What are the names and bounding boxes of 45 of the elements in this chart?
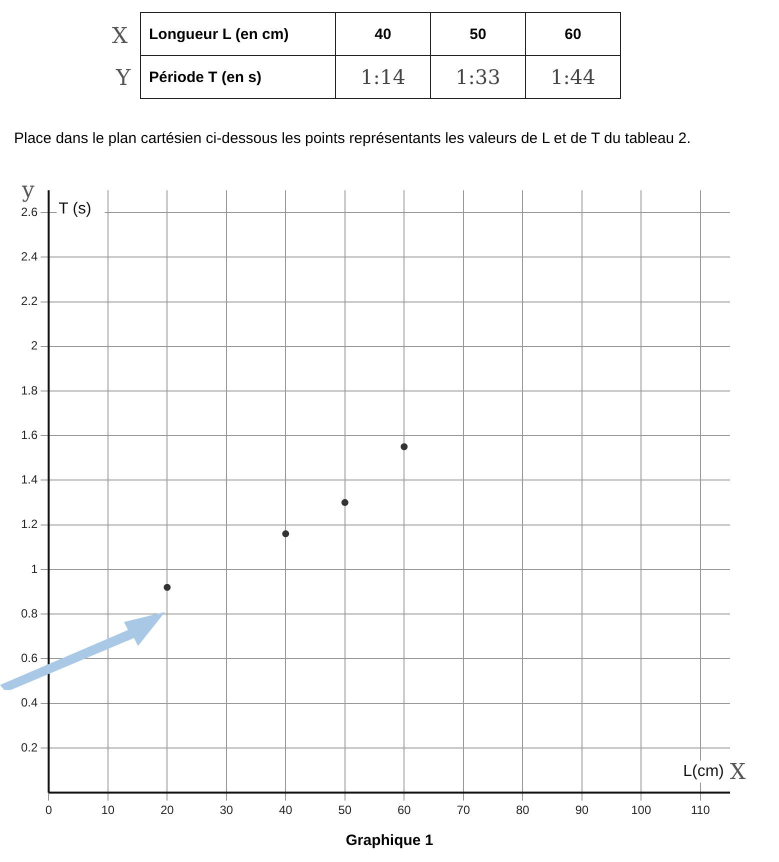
point [282,530,290,538]
text: X [112,24,128,49]
text: Graphique 1 [344,832,434,849]
text: 1:14 [336,56,430,98]
x-tick-label: 90 [575,803,589,818]
x-tick-label: 50 [338,803,352,818]
y-tick-label: 2.4 [20,249,38,264]
text: y [22,178,34,203]
text: 50 [430,12,526,56]
x-tick-label: 110 [690,803,710,818]
y-tick-label: 2.2 [20,294,38,308]
text: Place dans le plan cartésien ci-dessous les points représentants les valeurs de L et de T du tableau 2. [14,129,692,149]
text: 1:33 [430,56,526,98]
annotation: X [730,760,746,785]
y-tick-label: 1.8 [20,383,38,398]
y-tick-label: 2.6 [20,204,38,219]
y-tick-label: 1.6 [20,428,38,442]
x-tick-label: 10 [101,803,115,818]
text: Période T (en s) [140,56,336,98]
x-axis-title: L(cm) [683,763,724,780]
text: 1:44 [526,56,620,98]
x-tick-label: 70 [456,803,470,818]
x-tick-label: 60 [397,803,412,818]
y-tick-label: 0.6 [20,651,38,666]
x-tick-label: 0 [45,803,52,818]
y-tick-label: 2 [30,338,38,353]
y-tick-label: 0.2 [20,740,38,754]
text: 40 [336,12,430,56]
y-tick-label: 0.4 [20,696,38,710]
x-tick-label: 80 [516,803,530,818]
text: Y [116,66,131,91]
point [164,584,171,591]
y-tick-label: 1 [30,562,38,576]
y-tick-label: 0.8 [20,606,38,620]
x-tick-label: 30 [220,803,234,818]
x-tick-label: 100 [631,803,652,818]
x-tick-label: 20 [160,803,174,818]
point [400,443,408,450]
text: Longueur L (en cm) [140,12,336,56]
text: 60 [526,12,620,56]
y-tick-label: 1.4 [20,472,38,487]
y-axis-title: T (s) [58,200,92,218]
point [341,499,348,506]
x-tick-label: 40 [278,803,293,818]
y-tick-label: 1.2 [20,517,38,532]
